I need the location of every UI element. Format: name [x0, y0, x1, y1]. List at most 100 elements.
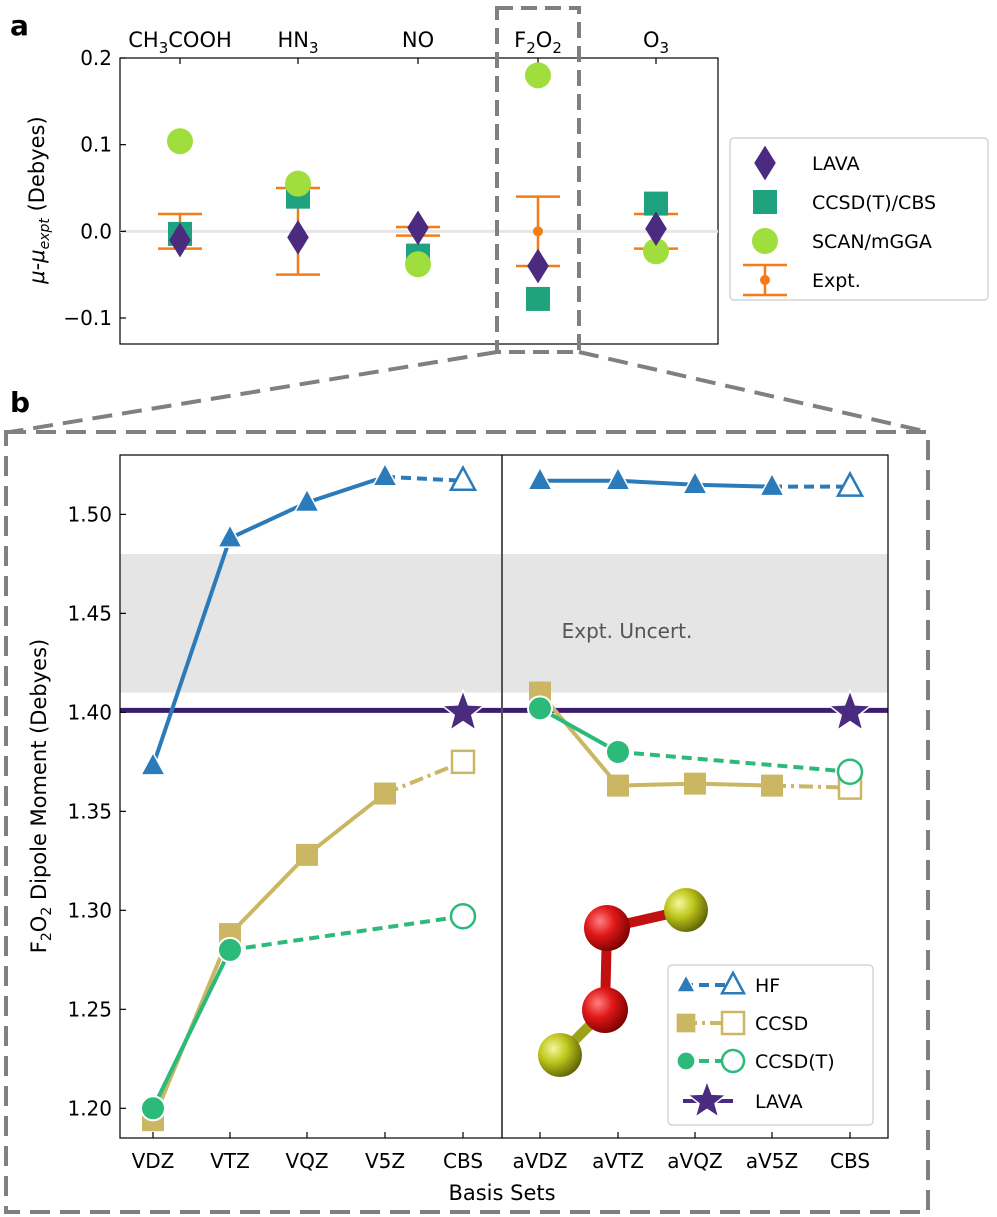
legend-marker-lava [685, 1078, 729, 1119]
cat-rest: COOH [168, 28, 232, 52]
ccsd-t--marker [140, 1095, 166, 1122]
expt-uncert-band [120, 553, 888, 693]
panel-a-y-label: μ-μexpt (Debyes) [25, 116, 53, 284]
category-label-ch3cooh: CH3COOH [128, 28, 232, 57]
ccsd-cbs-marker [450, 749, 476, 775]
ccsd-line-segment [617, 781, 696, 788]
lava-point [407, 210, 429, 246]
expt-point [533, 226, 543, 237]
y-tick-label: −0.1 [63, 306, 112, 330]
lava-point [287, 220, 309, 255]
ylabel-b-o: O [27, 916, 51, 933]
hf-line-segment [306, 474, 386, 505]
ccsd-t--line-segment [539, 706, 619, 754]
x-tick-label: V5Z [365, 1149, 405, 1173]
connector-left [9, 350, 498, 434]
ylabel-b-sub1: 2 [39, 932, 55, 941]
y-tick-label: 0.2 [80, 46, 112, 70]
ccsd-t--marker [527, 695, 553, 722]
panel-b-marks [139, 461, 873, 1132]
ccsd-t--cbs-marker [836, 758, 864, 786]
lava-point [527, 248, 549, 284]
category-label-o3: O3 [643, 28, 669, 57]
panel-a-frame [119, 57, 719, 345]
y-tick-label: 1.45 [67, 601, 112, 625]
legend-marker-scan-mgga [752, 228, 778, 254]
panel-b-chart: Expt. Uncert. 1.201.251.301.351.401.451.… [27, 454, 889, 1205]
panel-b-outline [4, 430, 930, 1214]
legend-marker-ccsd-t-cbs [753, 190, 777, 214]
legend-marker-open [720, 1010, 746, 1036]
ylabel-mu: μ [25, 270, 49, 284]
cat-sub: 2 [526, 39, 536, 57]
hf-line-segment [151, 537, 232, 767]
ccsd-line-segment [228, 853, 309, 936]
fluorine-atom-top [664, 888, 708, 932]
category-label-no: NO [402, 28, 434, 52]
hf-line-segment [384, 474, 464, 483]
ccsd-marker [684, 772, 706, 795]
panel-a-legend: LAVA CCSD(T)/CBS SCAN/mGGA Expt. [729, 137, 989, 301]
x-tick-label: aVTZ [592, 1149, 644, 1173]
ccsd-marker [607, 774, 629, 797]
lava-point [645, 211, 667, 247]
legend-marker-lava [754, 145, 776, 181]
x-tick-label: VTZ [210, 1149, 250, 1173]
y-tick-label: 0.1 [80, 133, 112, 157]
lava-star-marker [440, 688, 486, 732]
y-tick-label: 1.20 [67, 1096, 112, 1120]
panel-a-marks [158, 62, 678, 311]
y-tick-label: 1.25 [67, 997, 112, 1021]
category-label-hn3: HN3 [277, 28, 318, 57]
panel-a-category-labels: CH3COOH HN3 NO F2O2 O3 [128, 28, 669, 64]
highlight-box [495, 6, 581, 354]
connector-right [578, 350, 929, 434]
fluorine-atom-bottom [538, 1033, 582, 1077]
hf-marker [371, 461, 399, 487]
hf-cbs-marker [448, 464, 478, 491]
legend-label-hf: HF [755, 975, 780, 997]
ccsd-t-cbs-point [526, 286, 550, 311]
ccsd-line-segment [305, 791, 387, 857]
y-tick-label: 1.35 [67, 799, 112, 823]
ylabel-units: (Debyes) [25, 116, 49, 218]
legend-marker-open [719, 970, 747, 995]
legend-label-expt-: Expt. [812, 270, 861, 292]
cat-sub2: 2 [552, 39, 562, 57]
cat-sub: 3 [659, 39, 669, 57]
x-tick-label: VQZ [285, 1149, 328, 1173]
legend-marker-filled [675, 1050, 697, 1072]
panel-label-a: a [10, 9, 29, 42]
legend-label-ccsd-t-: CCSD(T) [755, 1051, 835, 1073]
panel-b-series-lines [151, 474, 851, 1121]
cat-base: NO [402, 28, 434, 52]
x-tick-label: aV5Z [746, 1149, 798, 1173]
lava-star-marker [827, 688, 873, 732]
scan-mgga-point [167, 128, 193, 155]
molecule-illustration [538, 888, 708, 1077]
ylabel-dash: - [25, 263, 49, 271]
ccsd-t--line-segment [229, 914, 464, 952]
legend-label-scan-mgga: SCAN/mGGA [812, 231, 932, 253]
oxygen-atom-top [584, 905, 630, 951]
cat-base: CH [128, 28, 158, 52]
ccsd-t--marker [217, 936, 243, 963]
scan-mgga-point [405, 251, 431, 278]
panel-b-frame [119, 454, 889, 1139]
legend-label-ccsd-t-cbs: CCSD(T)/CBS [812, 192, 936, 214]
x-tick-label: CBS [443, 1149, 483, 1173]
ccsd-line-segment [771, 783, 851, 790]
panel-label-b: b [10, 386, 30, 419]
legend-b-box [667, 964, 874, 1126]
panel-b-y-label: F2O2 Dipole Moment (Debyes) [27, 639, 55, 953]
cat-base: HN [277, 28, 309, 52]
hf-marker [681, 469, 709, 495]
x-tick-label: VDZ [132, 1149, 175, 1173]
y-tick-label: 1.30 [67, 898, 112, 922]
legend-a-box [729, 137, 989, 301]
ccsd-marker [374, 782, 396, 805]
panel-b-y-ticks: 1.20 1.25 1.30 1.35 1.40 1.45 1.50 [67, 502, 126, 1120]
hf-line-segment [694, 482, 773, 489]
y-tick-label: 1.50 [67, 502, 112, 526]
y-tick-label: 0.0 [80, 219, 112, 243]
